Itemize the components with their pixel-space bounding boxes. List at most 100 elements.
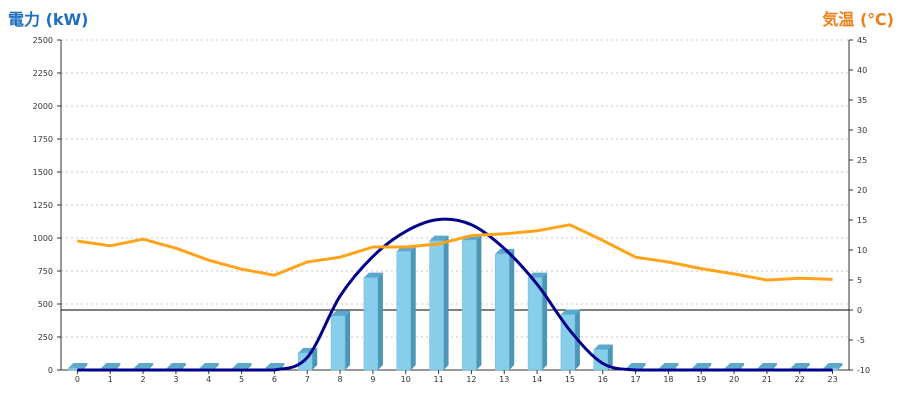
left-tick-label: 2000 [33, 102, 53, 111]
bar-top [528, 272, 548, 278]
bar-top [790, 363, 810, 369]
right-tick-label: -10 [857, 366, 870, 375]
bar-side [443, 235, 449, 370]
bar-top [659, 363, 679, 369]
bar-side [410, 246, 416, 370]
x-tick-label: 0 [75, 375, 80, 384]
bar [330, 315, 346, 371]
bar-side [213, 363, 219, 370]
x-tick-label: 12 [466, 375, 476, 384]
x-tick-label: 21 [762, 375, 772, 384]
left-tick-label: 250 [38, 333, 53, 342]
right-tick-label: 35 [857, 96, 867, 105]
bar [363, 277, 379, 371]
x-tick-label: 15 [565, 375, 575, 384]
left-tick-label: 2500 [33, 36, 53, 45]
x-tick-label: 10 [401, 375, 411, 384]
right-tick-label: 0 [857, 306, 862, 315]
x-tick-label: 4 [206, 375, 211, 384]
x-tick-label: 1 [108, 375, 113, 384]
x-tick-label: 7 [305, 375, 310, 384]
bar-top [692, 363, 712, 369]
bar-side [542, 272, 548, 370]
left-tick-label: 500 [38, 300, 53, 309]
bar-side [115, 363, 121, 370]
bar-top [593, 344, 613, 350]
right-tick-label: 15 [857, 216, 867, 225]
bar-top [101, 363, 121, 369]
right-tick-label: 10 [857, 246, 867, 255]
bar-top [429, 235, 449, 241]
bar-side [476, 234, 482, 370]
bar-top [626, 363, 646, 369]
bar-side [148, 363, 154, 370]
x-tick-label: 16 [598, 375, 608, 384]
x-tick-label: 9 [370, 375, 375, 384]
x-tick-label: 17 [630, 375, 640, 384]
bar-side [607, 344, 613, 370]
bar [396, 250, 411, 371]
left-tick-label: 1250 [33, 201, 53, 210]
bar-top [265, 363, 285, 369]
bar-top [199, 363, 219, 369]
bar [429, 240, 444, 371]
x-tick-label: 8 [338, 375, 343, 384]
bar-top [134, 363, 154, 369]
bar-side [345, 310, 351, 370]
right-tick-label: -5 [857, 336, 865, 345]
bar-side [377, 272, 383, 370]
x-tick-label: 13 [499, 375, 509, 384]
x-tick-label: 2 [141, 375, 146, 384]
right-tick-label: 20 [857, 186, 867, 195]
bar-side [673, 363, 679, 370]
bar-top [757, 363, 777, 369]
bar-top [166, 363, 186, 369]
bar [527, 277, 543, 371]
x-tick-label: 22 [795, 375, 805, 384]
x-tick-label: 3 [173, 375, 178, 384]
bar-side [509, 248, 515, 370]
bar-side [640, 363, 646, 370]
right-tick-label: 25 [857, 156, 867, 165]
right-tick-label: 45 [857, 36, 867, 45]
bar-side [739, 363, 745, 370]
left-tick-label: 750 [38, 267, 53, 276]
bar-top [560, 309, 580, 315]
x-tick-label: 5 [239, 375, 244, 384]
left-tick-label: 1750 [33, 135, 53, 144]
bar-side [706, 363, 712, 370]
x-tick-label: 14 [532, 375, 542, 384]
bar-side [312, 347, 318, 370]
right-tick-label: 30 [857, 126, 867, 135]
bar-side [82, 363, 88, 370]
left-tick-label: 2250 [33, 69, 53, 78]
x-tick-label: 6 [272, 375, 277, 384]
left-tick-label: 1500 [33, 168, 53, 177]
right-axis-title: 気温 (℃) [822, 10, 894, 29]
bar-side [771, 363, 777, 370]
bar-side [246, 363, 252, 370]
bar-top [232, 363, 252, 369]
bar-top [331, 310, 351, 316]
left-axis-title: 電力 (kW) [8, 10, 89, 29]
bar [560, 314, 576, 371]
bar [495, 253, 510, 371]
bar [462, 239, 477, 371]
x-tick-label: 20 [729, 375, 739, 384]
left-tick-label: 1000 [33, 234, 53, 243]
bar-side [837, 363, 843, 370]
bar-top [725, 363, 745, 369]
x-tick-label: 23 [827, 375, 837, 384]
left-tick-label: 0 [48, 366, 53, 375]
bar-side [804, 363, 810, 370]
x-tick-label: 11 [433, 375, 443, 384]
bar-top [363, 272, 383, 278]
right-tick-label: 40 [857, 66, 867, 75]
power-curve-line [77, 217, 833, 372]
x-tick-label: 18 [663, 375, 673, 384]
right-tick-label: 5 [857, 276, 862, 285]
bar-top [68, 363, 88, 369]
temperature-line [77, 223, 833, 282]
